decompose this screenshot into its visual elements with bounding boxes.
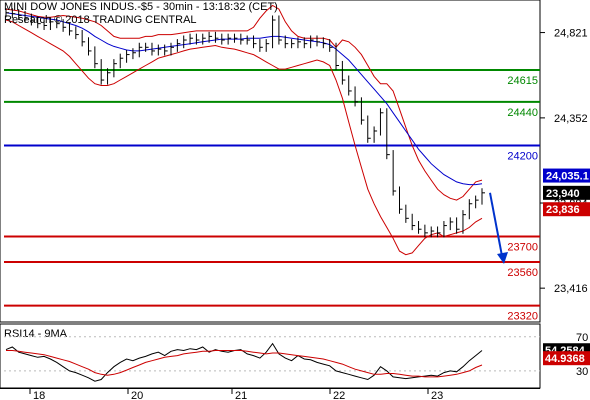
rsi-line (5, 342, 483, 382)
value-tag-box (543, 168, 590, 183)
price-panel-frame (0, 0, 541, 323)
value-tag-label: 24,035.1 (546, 171, 589, 183)
instrument-title: MINI DOW JONES INDUS.-$5 - 30min - 13:18… (4, 1, 278, 13)
x-tick-label: 23 (431, 390, 443, 400)
level-label-23320: 23320 (507, 311, 538, 323)
value-tag-label: 23,836 (546, 204, 580, 216)
upper_band-line (5, 4, 483, 201)
rsi-panel: RSI14 - 9MA703054.258444.9368 (4, 328, 590, 382)
x-tick-label: 22 (333, 390, 345, 400)
rsi-value-tag-label: 44.9368 (545, 353, 585, 365)
source-credit: Research © 2018 TRADING CENTRAL (4, 14, 197, 26)
value-tag-box (543, 185, 590, 200)
level-label-24615: 24615 (507, 75, 538, 87)
rsi-tick-label: 70 (576, 332, 588, 344)
y-tick-label: 24,821 (554, 28, 588, 40)
rsi-tick-label: 30 (576, 366, 588, 378)
y-tick-label: 23,416 (554, 283, 588, 295)
x-tick-label: 21 (235, 390, 247, 400)
level-label-23560: 23560 (507, 267, 538, 279)
moving-average-line (5, 12, 483, 186)
price-panel: 24615 24440 24200 23700 23560 23320 24,821 24,3… (4, 4, 590, 323)
rsi-panel-frame (0, 323, 541, 389)
level-label-24200: 24200 (507, 151, 538, 163)
value-tag-label: 23,940 (546, 188, 580, 200)
forecast-arrow-shaft (489, 192, 503, 257)
rsi_ma-line (6, 350, 483, 378)
x-tick-label: 20 (131, 390, 143, 400)
lower_band-line (5, 19, 483, 256)
level-label-23700: 23700 (507, 241, 538, 253)
x-tick-label: 18 (33, 390, 45, 400)
rsi-title: RSI14 - 9MA (4, 328, 68, 340)
y-tick-label: 24,352 (554, 113, 588, 125)
x-axis: 18 20 21 22 23 (29, 388, 443, 400)
rsi-value-tag-box (543, 351, 590, 366)
forecast-arrow-head (497, 251, 508, 264)
value-tag-box (543, 202, 590, 217)
level-label-24440: 24440 (507, 107, 538, 119)
